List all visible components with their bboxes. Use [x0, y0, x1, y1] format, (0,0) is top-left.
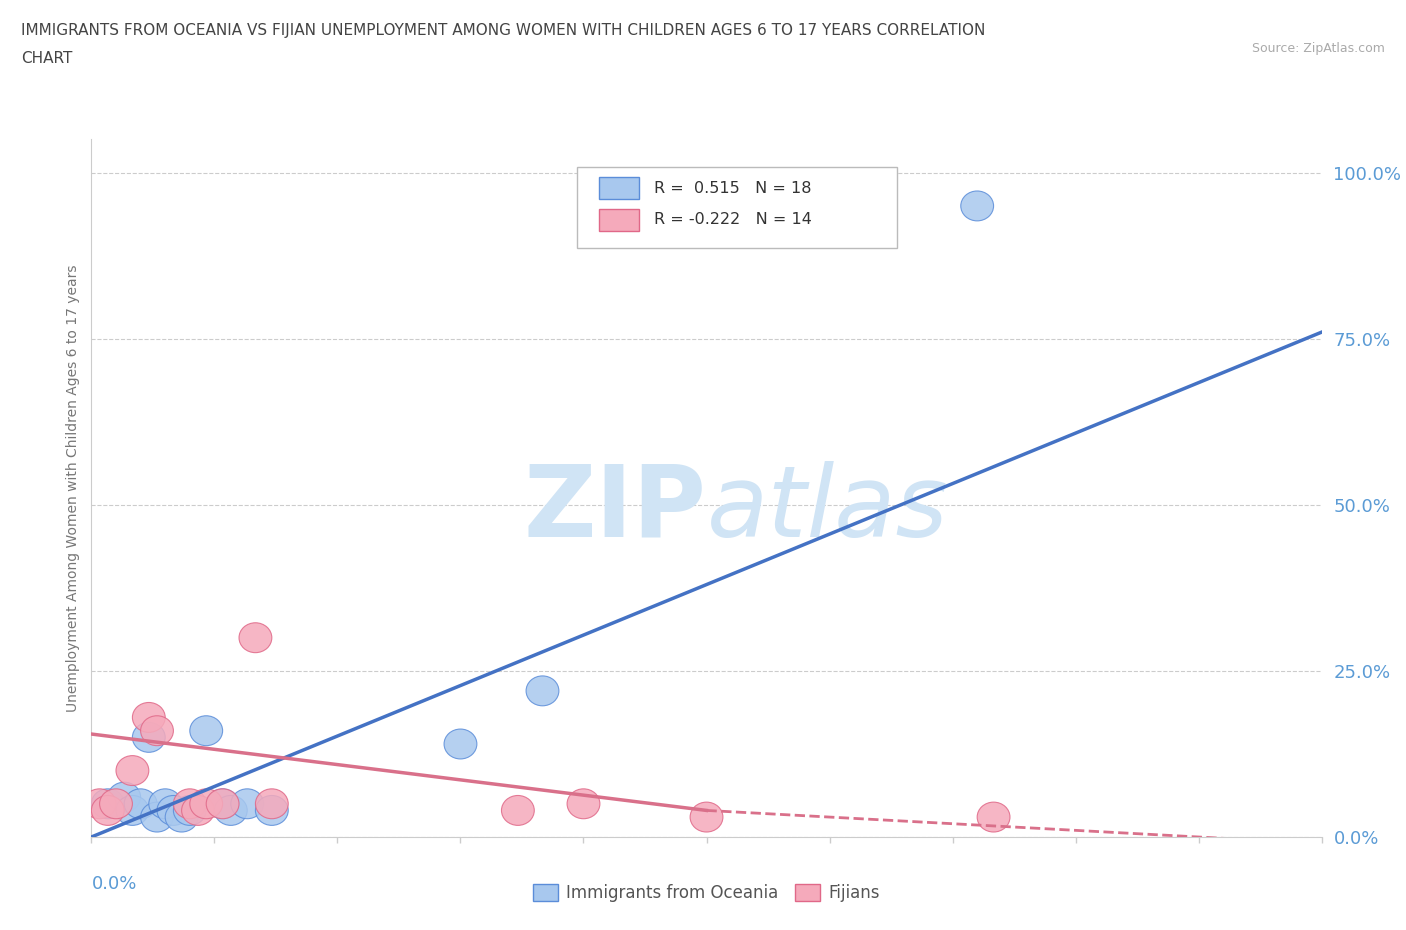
Ellipse shape: [157, 795, 190, 826]
Text: R = -0.222   N = 14: R = -0.222 N = 14: [654, 212, 811, 227]
Ellipse shape: [124, 789, 157, 818]
Text: Source: ZipAtlas.com: Source: ZipAtlas.com: [1251, 42, 1385, 55]
Ellipse shape: [141, 802, 173, 832]
Ellipse shape: [256, 789, 288, 818]
Text: CHART: CHART: [21, 51, 73, 66]
Ellipse shape: [141, 716, 173, 746]
Ellipse shape: [149, 789, 181, 818]
Ellipse shape: [115, 755, 149, 786]
Ellipse shape: [960, 191, 994, 221]
Ellipse shape: [115, 795, 149, 826]
Ellipse shape: [132, 702, 166, 733]
Text: R =  0.515   N = 18: R = 0.515 N = 18: [654, 180, 811, 196]
Ellipse shape: [214, 795, 247, 826]
Text: atlas: atlas: [706, 460, 948, 558]
Ellipse shape: [190, 789, 222, 818]
Ellipse shape: [173, 795, 207, 826]
Ellipse shape: [91, 795, 124, 826]
Text: ZIP: ZIP: [523, 460, 706, 558]
Ellipse shape: [256, 795, 288, 826]
FancyBboxPatch shape: [578, 167, 897, 247]
Ellipse shape: [690, 802, 723, 832]
Ellipse shape: [181, 795, 214, 826]
Ellipse shape: [100, 789, 132, 818]
FancyBboxPatch shape: [599, 208, 638, 231]
Ellipse shape: [239, 623, 271, 653]
Ellipse shape: [502, 795, 534, 826]
Y-axis label: Unemployment Among Women with Children Ages 6 to 17 years: Unemployment Among Women with Children A…: [66, 264, 80, 712]
Ellipse shape: [108, 782, 141, 812]
Ellipse shape: [166, 802, 198, 832]
Legend: Immigrants from Oceania, Fijians: Immigrants from Oceania, Fijians: [526, 877, 887, 909]
Ellipse shape: [567, 789, 600, 818]
Ellipse shape: [190, 716, 222, 746]
FancyBboxPatch shape: [599, 178, 638, 200]
Ellipse shape: [526, 676, 560, 706]
Ellipse shape: [173, 789, 207, 818]
Ellipse shape: [207, 789, 239, 818]
Ellipse shape: [444, 729, 477, 759]
Ellipse shape: [83, 789, 115, 818]
Ellipse shape: [231, 789, 263, 818]
Ellipse shape: [207, 789, 239, 818]
Ellipse shape: [132, 723, 166, 752]
Ellipse shape: [977, 802, 1010, 832]
Ellipse shape: [91, 789, 124, 818]
Text: IMMIGRANTS FROM OCEANIA VS FIJIAN UNEMPLOYMENT AMONG WOMEN WITH CHILDREN AGES 6 : IMMIGRANTS FROM OCEANIA VS FIJIAN UNEMPL…: [21, 23, 986, 38]
Text: 0.0%: 0.0%: [91, 875, 136, 894]
